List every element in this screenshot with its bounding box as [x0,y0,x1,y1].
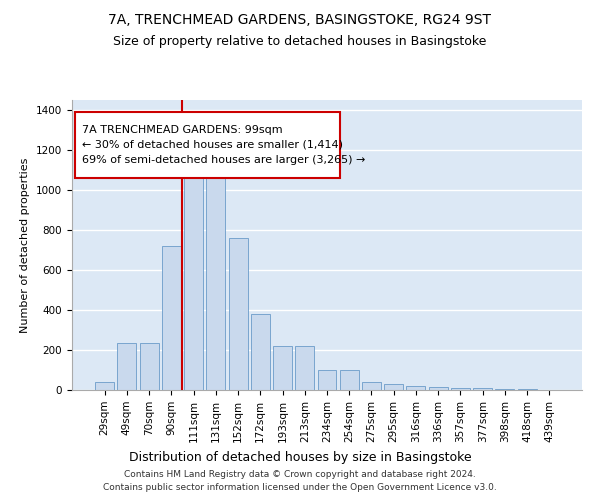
Text: 7A, TRENCHMEAD GARDENS, BASINGSTOKE, RG24 9ST: 7A, TRENCHMEAD GARDENS, BASINGSTOKE, RG2… [109,12,491,26]
Bar [251,314,270,390]
Text: Size of property relative to detached houses in Basingstoke: Size of property relative to detached ho… [113,35,487,48]
Text: Distribution of detached houses by size in Basingstoke: Distribution of detached houses by size … [128,451,472,464]
Bar [95,382,114,390]
FancyBboxPatch shape [74,112,340,178]
Bar [496,389,514,390]
Bar [162,246,181,390]
Bar [295,346,314,390]
Text: 7A TRENCHMEAD GARDENS: 99sqm
← 30% of detached houses are smaller (1,414)
69% of: 7A TRENCHMEAD GARDENS: 99sqm ← 30% of de… [82,125,365,165]
Y-axis label: Number of detached properties: Number of detached properties [20,158,31,332]
Bar [273,346,292,390]
Bar [317,370,337,390]
Bar [140,343,158,390]
Bar [184,178,203,390]
Bar [229,238,248,390]
Bar [118,343,136,390]
Bar [451,388,470,390]
Bar [406,386,425,390]
Bar [384,384,403,390]
Bar [206,170,225,390]
Text: Contains HM Land Registry data © Crown copyright and database right 2024.
Contai: Contains HM Land Registry data © Crown c… [103,470,497,492]
Bar [473,388,492,390]
Bar [340,370,359,390]
Bar [429,387,448,390]
Bar [362,382,381,390]
